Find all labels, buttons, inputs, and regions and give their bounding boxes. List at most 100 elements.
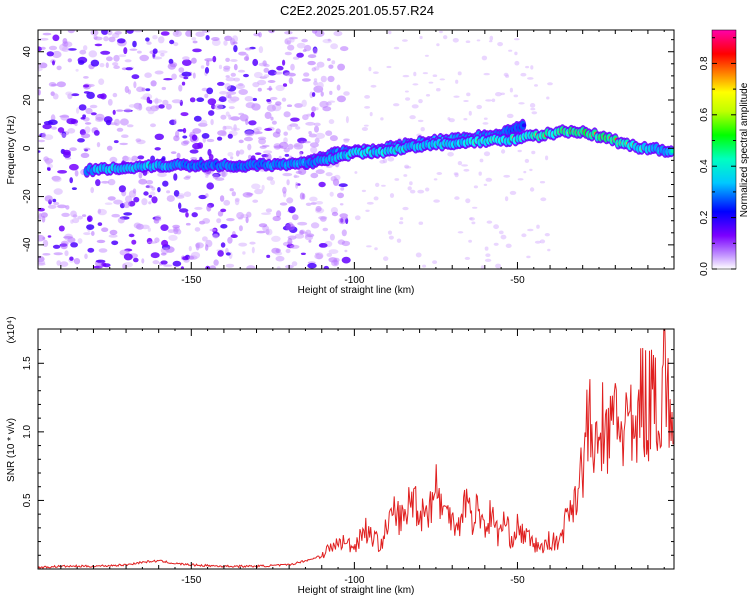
heatmap-noise-cell <box>138 172 143 179</box>
heatmap-noise-cell <box>388 30 392 35</box>
heatmap-noise-cell <box>301 99 307 108</box>
heatmap-noise-cell <box>483 151 491 157</box>
heatmap-noise-cell <box>38 64 42 69</box>
heatmap-noise-cell <box>67 30 75 34</box>
heatmap-noise-cell <box>261 212 271 215</box>
heatmap-noise-cell <box>212 233 219 239</box>
heatmap-noise-cell <box>314 137 320 144</box>
heatmap-noise-cell <box>237 69 246 73</box>
heatmap-noise-cell <box>204 58 214 62</box>
heatmap-noise-cell <box>476 104 483 110</box>
heatmap-noise-cell <box>463 100 469 102</box>
snr-y-axis: 0.5 1.0 1.5 <box>22 349 674 556</box>
heatmap-noise-cell <box>229 188 234 192</box>
heatmap-noise-cell <box>404 90 409 93</box>
heatmap-noise-cell <box>125 156 132 162</box>
heatmap-noise-cell <box>295 126 301 130</box>
heatmap-noise-cell <box>137 155 145 160</box>
heatmap-noise-cell <box>145 37 150 42</box>
heatmap-noise-cell <box>160 31 170 36</box>
heatmap-noise-cell <box>206 204 212 212</box>
heatmap-noise-cell <box>72 217 80 224</box>
heatmap-noise-cell <box>205 193 209 198</box>
heatmap-noise-cell <box>337 192 344 199</box>
heatmap-noise-cell <box>182 59 192 66</box>
heatmap-noise-cell <box>527 77 534 80</box>
heatmap-noise-cell <box>108 36 116 43</box>
figure-title: C2E2.2025.201.05.57.R24 <box>280 3 434 18</box>
heatmap-noise-cell <box>163 78 173 81</box>
heatmap-noise-cell <box>148 194 153 198</box>
heatmap-noise-cell <box>275 248 281 254</box>
heatmap-noise-cell <box>279 202 288 206</box>
heatmap-noise-cell <box>181 71 192 77</box>
heatmap-noise-cell <box>67 128 76 134</box>
heatmap-noise-cell <box>195 242 204 249</box>
heatmap-noise-cell <box>150 123 156 128</box>
heatmap-noise-cell <box>316 61 325 68</box>
heatmap-noise-cell <box>116 109 124 112</box>
heatmap-noise-cell <box>432 74 438 77</box>
heatmap-noise-cell <box>123 262 133 268</box>
heatmap-noise-cell <box>484 246 489 251</box>
heatmap-noise-cell <box>67 58 73 63</box>
heatmap-noise-cell <box>375 182 380 187</box>
heatmap-noise-cell <box>266 104 276 112</box>
heatmap-noise-cell <box>513 94 519 98</box>
heatmap-noise-cell <box>476 39 481 42</box>
heatmap-noise-cell <box>289 244 300 249</box>
heatmap-noise-cell <box>141 198 148 206</box>
snr-y-label: SNR (10 * v/v) <box>6 418 17 482</box>
heatmap-noise-cell <box>78 60 85 65</box>
heatmap-noise-cell <box>85 107 93 115</box>
heatmap-noise-cell <box>245 216 249 224</box>
heatmap-noise-cell <box>152 56 163 60</box>
heatmap-noise-cell <box>132 40 137 48</box>
heatmap-noise-cell <box>118 54 127 58</box>
heatmap-noise-cell <box>163 264 173 267</box>
heatmap-noise-cell <box>246 211 252 218</box>
heatmap-noise-cell <box>257 79 267 86</box>
heatmap-noise-cell <box>363 124 369 127</box>
heatmap-noise-cell <box>305 202 312 206</box>
heatmap-noise-cell <box>275 101 282 106</box>
heatmap-noise-cell <box>329 135 338 142</box>
heatmap-noise-cell <box>69 147 77 152</box>
heatmap-noise-cell <box>171 99 182 104</box>
heatmap-noise-cell <box>364 95 370 99</box>
heatmap-noise-cell <box>320 75 327 83</box>
heatmap-noise-cell <box>286 197 294 204</box>
heatmap-noise-cell <box>233 45 238 53</box>
heatmap-noise-cell <box>131 239 137 245</box>
heatmap-noise-cell <box>244 47 252 51</box>
heatmap-noise-cell <box>165 103 172 110</box>
heatmap-noise-cell <box>265 228 273 236</box>
heatmap-noise-cell <box>145 185 154 189</box>
heatmap-noise-cell <box>266 176 274 181</box>
heatmap-noise-cell <box>386 65 392 69</box>
heatmap-noise-cell <box>109 156 118 163</box>
heatmap-noise-cell <box>238 225 243 232</box>
heatmap-noise-cell <box>131 74 140 80</box>
heatmap-noise-cell <box>117 217 125 224</box>
heatmap-noise-cell <box>520 72 527 77</box>
heatmap-noise-cell <box>141 258 145 264</box>
heatmap-noise-cell <box>236 212 245 219</box>
tick-label: 0.8 <box>699 56 710 70</box>
heatmap-noise-cell <box>273 145 284 149</box>
heatmap-noise-cell <box>242 192 253 198</box>
heatmap-noise-cell <box>157 36 165 44</box>
heatmap-noise-cell <box>52 244 61 249</box>
heatmap-noise-cell <box>323 265 329 269</box>
heatmap-noise-cell <box>374 247 378 251</box>
heatmap-noise-cell <box>230 234 238 239</box>
heatmap-noise-cell <box>217 81 225 86</box>
heatmap-noise-cell <box>243 73 249 78</box>
heatmap-noise-cell <box>77 138 85 143</box>
heatmap-noise-cell <box>173 42 179 47</box>
heatmap-noise-cell <box>151 196 158 204</box>
heatmap-noise-cell <box>464 256 471 260</box>
heatmap-noise-cell <box>529 103 536 108</box>
heatmap-noise-cell <box>368 66 372 72</box>
heatmap-noise-cell <box>194 227 201 232</box>
